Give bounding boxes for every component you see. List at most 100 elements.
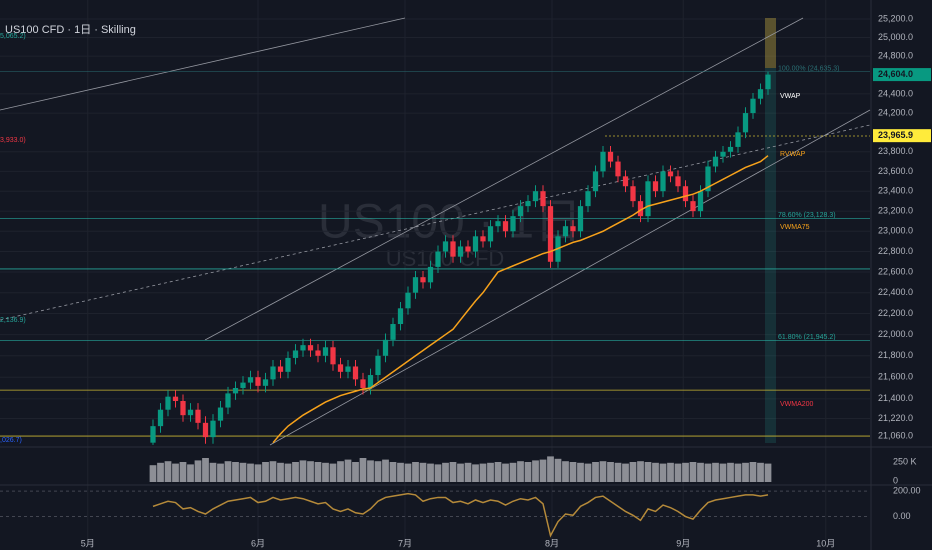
y-tick-label: 23,400.0 [878, 186, 913, 196]
volume-bar [524, 462, 532, 482]
y-tick-label: 24,800.0 [878, 51, 913, 61]
candle-body [525, 201, 531, 207]
annotation: VWAP [780, 93, 801, 100]
volume-bar [179, 462, 187, 482]
candle-body [607, 151, 614, 162]
y-tick-label: 23,800.0 [878, 146, 913, 156]
volume-bar [592, 462, 599, 482]
volume-bar [292, 462, 299, 482]
volume-bar [502, 463, 509, 482]
candle-body [225, 393, 231, 408]
candle-body [217, 407, 224, 421]
candle-body [412, 277, 419, 293]
candle-body [435, 251, 441, 267]
volume-bar [277, 462, 284, 482]
candle-body [285, 357, 291, 372]
volume-bar [232, 462, 239, 482]
candle-body [270, 366, 276, 380]
volume-bar [652, 462, 659, 482]
candle-body [675, 176, 681, 187]
candle-body [735, 132, 741, 147]
price-tag [873, 129, 931, 143]
volume-bar [757, 462, 764, 482]
volume-bar [667, 462, 674, 482]
candle-body [427, 266, 434, 283]
candle-body [382, 339, 389, 356]
candle-body [277, 366, 284, 372]
left-label: 2,136.9) [0, 317, 26, 324]
candle-body [615, 161, 621, 177]
candle-body [765, 74, 771, 90]
x-tick-label: 9月 [676, 538, 690, 548]
volume-bar [314, 462, 322, 482]
volume-tick-label: 250 K [893, 456, 917, 466]
candle-body [652, 181, 659, 192]
candle-body [682, 186, 689, 202]
volume-bar [202, 458, 209, 482]
oscillator-line [152, 492, 769, 538]
volume-bar [269, 461, 277, 482]
volume-bar [344, 459, 352, 482]
x-tick-label: 10月 [816, 538, 835, 548]
channel-mid [0, 124, 871, 321]
volume-bar [374, 461, 382, 482]
candle-body [667, 171, 674, 177]
candle-body [697, 191, 704, 212]
volume-bar [517, 461, 524, 482]
x-tick-label: 7月 [398, 538, 412, 548]
y-tick-label: 25,000.0 [878, 32, 913, 42]
price-tag-label: 23,965.9 [878, 130, 913, 140]
volume-bar [749, 462, 757, 482]
watermark: US100 · 1日 [318, 196, 582, 249]
volume-bar [397, 462, 404, 482]
volume-bar [764, 463, 772, 482]
volume-bar [367, 460, 374, 482]
volume-bar [329, 463, 337, 482]
candle-body [757, 89, 764, 99]
candle-body [352, 366, 359, 380]
volume-bar [389, 462, 397, 482]
volume-bar [607, 462, 614, 482]
candle-body [330, 347, 336, 365]
candle-body [510, 216, 516, 232]
candle-body [232, 387, 239, 394]
volume-bar [622, 463, 629, 482]
price-tag [873, 68, 931, 82]
volume-bar [562, 461, 569, 482]
candle-body [397, 308, 404, 325]
candle-body [532, 191, 539, 202]
left-label: ,026.7) [0, 437, 22, 444]
oscillator-tick-label: 0.00 [893, 511, 911, 521]
volume-bar [509, 462, 517, 482]
volume-bar [172, 463, 179, 482]
trend-line [0, 17, 406, 111]
chart-title: US100 CFD · 1日 · Skilling [5, 24, 136, 36]
volume-bar [569, 462, 577, 482]
candle-body [442, 241, 449, 252]
volume-bar [194, 460, 202, 482]
candle-body [727, 146, 734, 152]
oscillator-tick-label: 200.00 [893, 485, 921, 495]
volume-bar [577, 462, 584, 482]
candle-body [742, 113, 749, 133]
volume-bar [157, 462, 164, 482]
volume-bar [674, 463, 682, 482]
volume-bar [187, 464, 194, 482]
candle-body [592, 171, 599, 192]
series-label: VWMA75 [780, 224, 810, 231]
candle-body [450, 241, 456, 257]
volume-bar [322, 462, 329, 482]
y-tick-label: 25,200.0 [878, 13, 913, 23]
volume-bar [532, 460, 539, 482]
volume-tick-label: 0 [893, 475, 898, 485]
annotation: RVWAP [780, 151, 806, 158]
volume-bar [449, 462, 457, 482]
y-tick-label: 24,200.0 [878, 107, 913, 117]
volume-bar [217, 463, 224, 482]
candle-body [465, 246, 471, 252]
candle-body [547, 206, 554, 262]
volume-bar [262, 462, 269, 482]
fib-label: 61.80% (21,945.2) [778, 334, 836, 341]
y-tick-label: 23,600.0 [878, 166, 913, 176]
volume-bar [352, 462, 359, 482]
